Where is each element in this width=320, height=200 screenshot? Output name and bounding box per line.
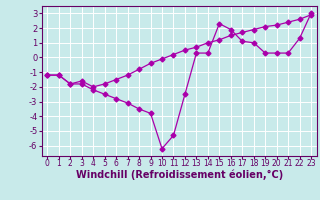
X-axis label: Windchill (Refroidissement éolien,°C): Windchill (Refroidissement éolien,°C) bbox=[76, 170, 283, 180]
